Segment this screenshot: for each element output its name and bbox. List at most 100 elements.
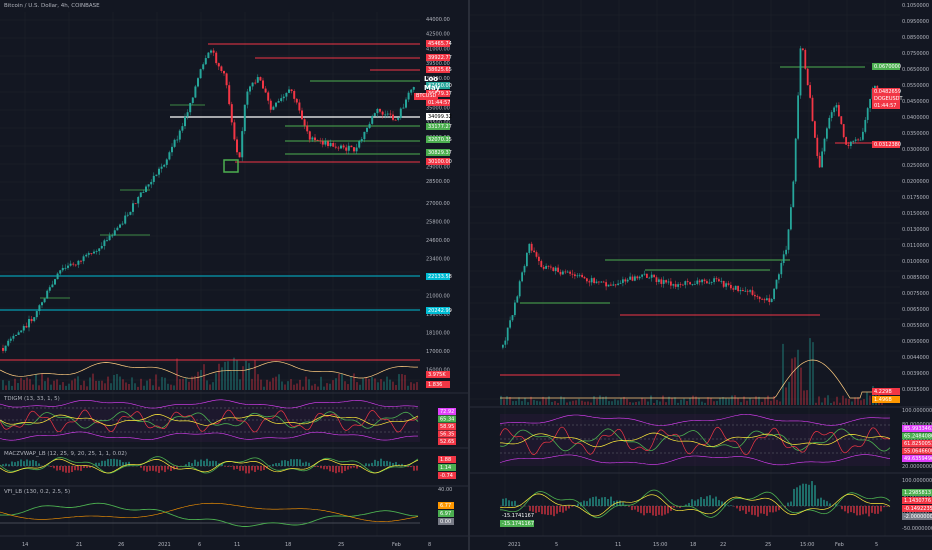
volume-bar	[116, 374, 118, 390]
price-axis-label: 39500.00	[426, 61, 450, 67]
candle	[742, 290, 744, 292]
macz-value: -0.74	[440, 473, 453, 479]
osc2-hist-bar	[865, 506, 867, 514]
candle	[852, 140, 855, 142]
volume-bar	[770, 400, 772, 405]
tdi-value-bg	[438, 423, 456, 430]
volume-bar	[311, 385, 313, 390]
volume-bar	[188, 381, 190, 390]
volume-bar	[272, 377, 274, 390]
time-axis-label: 18	[690, 542, 696, 548]
candle	[93, 251, 95, 254]
volume-bar	[824, 397, 826, 405]
btc-chart-pane[interactable]: Bitcoin / U.S. Dollar, 4h, COINBASE 4400…	[0, 0, 468, 550]
candle	[163, 164, 166, 167]
candle	[12, 335, 15, 339]
volume-bar	[848, 399, 850, 405]
volume-bar	[215, 373, 217, 390]
volume-bar	[134, 383, 136, 390]
doge-chart-pane[interactable]: 0.1050000 0.0950000 0.0850000 0.0750000 0.06…	[470, 0, 932, 550]
tdi-value-bg	[438, 415, 456, 423]
macz-hist-bar	[158, 466, 160, 473]
btc-chart-canvas[interactable]: 44000.00 42500.00 41000.00 39500.00 38000.00…	[0, 0, 468, 550]
candle	[134, 203, 137, 205]
volume-bar	[266, 379, 268, 390]
volume-bar	[797, 349, 799, 405]
volume-bar	[182, 378, 184, 390]
volume-bar	[578, 398, 580, 405]
volume-bar	[77, 376, 79, 390]
candle	[137, 197, 140, 204]
volume-bar	[389, 379, 391, 390]
macz-hist-bar	[77, 466, 79, 471]
candle	[518, 281, 521, 297]
volume-bar	[8, 380, 10, 390]
volume-bar	[287, 381, 289, 390]
volume-bar	[851, 401, 853, 405]
candle	[246, 91, 249, 105]
volume-bar	[224, 361, 226, 390]
volume-bar	[176, 358, 178, 390]
volume-bar	[65, 385, 67, 390]
macz-hist-bar	[245, 466, 247, 474]
candle	[381, 111, 384, 115]
candle	[689, 282, 691, 285]
osc2-hist-bar	[529, 506, 531, 511]
volume-bar	[872, 386, 874, 405]
volume-bar	[605, 396, 607, 405]
volume-bar	[68, 383, 70, 390]
macz-hist-bar	[221, 463, 223, 466]
candle	[2, 348, 4, 351]
macz-hist-bar	[149, 466, 151, 471]
candle	[90, 253, 93, 254]
candle	[67, 265, 69, 268]
candle	[821, 151, 823, 168]
candle	[243, 104, 246, 132]
volume-bar	[587, 401, 589, 405]
candle	[103, 240, 106, 246]
macz-hist-bar	[11, 461, 13, 466]
osc2-hist-bar	[805, 483, 807, 506]
doge-chart-canvas[interactable]: 0.1050000 0.0950000 0.0850000 0.0750000 0.06…	[470, 0, 932, 550]
vfi-value-bg	[438, 510, 454, 517]
osc2-hist-bar	[715, 496, 717, 506]
candle	[191, 97, 194, 103]
candle	[643, 273, 646, 275]
candle	[830, 112, 833, 118]
candle	[838, 105, 840, 117]
volume-bar	[185, 377, 187, 390]
macz-hist-bar	[275, 463, 277, 466]
candle	[145, 186, 147, 193]
osc2-hist-bar	[847, 506, 849, 514]
pane-divider[interactable]	[468, 0, 470, 550]
volume-bar	[347, 384, 349, 390]
volume-bar	[137, 386, 139, 390]
osc2-hist-bar	[541, 506, 543, 515]
macz-hist-bar	[380, 458, 382, 466]
candle	[809, 85, 811, 98]
volume-bar	[374, 378, 376, 390]
candle	[15, 334, 17, 336]
candle	[850, 141, 852, 146]
candle	[540, 261, 543, 267]
osc2-hist-bar	[658, 506, 660, 515]
volume-bar	[332, 380, 334, 390]
volume-bar	[14, 378, 16, 390]
candle	[734, 285, 737, 290]
candle	[797, 95, 799, 139]
price-axis-label: 28500.00	[426, 179, 450, 185]
macz-value-bg	[438, 456, 456, 463]
candle	[204, 58, 207, 65]
macz-hist-bar	[17, 461, 19, 466]
volume-bar	[650, 395, 652, 405]
volume-bar	[107, 376, 109, 390]
volume-bar	[386, 376, 388, 390]
candle	[562, 271, 564, 275]
volume-bar	[353, 373, 355, 390]
volume-bar	[581, 400, 583, 405]
look-text: Loo	[424, 75, 439, 83]
candle	[288, 89, 290, 93]
volume-bar	[815, 402, 817, 405]
candle	[124, 215, 127, 224]
volume-bar	[329, 383, 331, 390]
